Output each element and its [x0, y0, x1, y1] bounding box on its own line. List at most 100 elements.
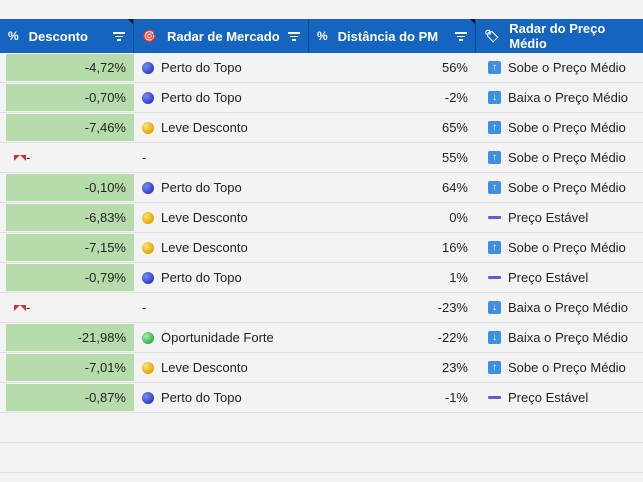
distancia-value: 16%	[441, 240, 468, 255]
desconto-value: -21,98%	[77, 330, 126, 345]
cell-radar-preco[interactable]: ↓ Baixa o Preço Médio	[476, 323, 643, 352]
cell-desconto[interactable]: -6,83%	[0, 203, 134, 232]
cell-distancia-pm[interactable]: 64%	[309, 173, 476, 202]
cell-radar-preco[interactable]: Preço Estável	[476, 383, 643, 412]
cell-radar-mercado[interactable]: Leve Desconto	[134, 353, 309, 382]
header-distancia-pm[interactable]: % Distância do PM	[309, 19, 476, 53]
filter-icon[interactable]	[113, 31, 125, 41]
distancia-value: 64%	[441, 180, 468, 195]
discount-highlight	[6, 84, 134, 111]
desconto-value: -0,10%	[84, 180, 126, 195]
cell-radar-preco[interactable]: ↑ Sobe o Preço Médio	[476, 113, 643, 142]
cell-desconto[interactable]: -7,15%	[0, 233, 134, 262]
header-row: % Desconto 🎯 Radar de Mercado % Distânci…	[0, 19, 643, 53]
table-row[interactable]: -0,70% Perto do Topo -2% ↓ Baixa o Preço Méd…	[0, 83, 643, 113]
table-row[interactable]: - - -23% ↓ Baixa o Preço Médio	[0, 293, 643, 323]
table-row[interactable]: -21,98% Oportunidade Forte -22% ↓ Baixa o Pr…	[0, 323, 643, 353]
cell-distancia-pm[interactable]: -22%	[309, 323, 476, 352]
cell-radar-mercado[interactable]: Perto do Topo	[134, 173, 309, 202]
table-row[interactable]: -7,46% Leve Desconto 65% ↑ Sobe o Preço Médi…	[0, 113, 643, 143]
cell-radar-mercado[interactable]: Leve Desconto	[134, 203, 309, 232]
yellow-circle-icon	[142, 361, 154, 374]
distancia-value: -22%	[437, 330, 468, 345]
cell-desconto[interactable]: -	[0, 143, 134, 172]
cell-desconto[interactable]: -7,46%	[0, 113, 134, 142]
discount-highlight	[6, 234, 134, 261]
table-row[interactable]: -0,10% Perto do Topo 64% ↑ Sobe o Preço Médi…	[0, 173, 643, 203]
error-marker	[20, 304, 26, 311]
desconto-value: -4,72%	[84, 60, 126, 75]
table-row[interactable]: - - 55% ↑ Sobe o Preço Médio	[0, 143, 643, 173]
cell-radar-mercado[interactable]: Leve Desconto	[134, 233, 309, 262]
cell-desconto[interactable]: -0,79%	[0, 263, 134, 292]
radar-value: Oportunidade Forte	[161, 330, 274, 345]
cell-distancia-pm[interactable]: 16%	[309, 233, 476, 262]
table-row[interactable]: -6,83% Leve Desconto 0% Preço Estável	[0, 203, 643, 233]
cell-distancia-pm[interactable]: 1%	[309, 263, 476, 292]
cell-distancia-pm[interactable]: 65%	[309, 113, 476, 142]
table-row[interactable]: -0,79% Perto do Topo 1% Preço Estável	[0, 263, 643, 293]
arrow-down-icon: ↓	[488, 331, 501, 344]
table-row[interactable]: -4,72% Perto do Topo 56% ↑ Sobe o Preço Médi…	[0, 53, 643, 83]
cell-distancia-pm[interactable]: -2%	[309, 83, 476, 112]
header-radar-preco[interactable]: 🏷 Radar do Preço Médio	[476, 19, 643, 53]
cell-radar-mercado[interactable]: Leve Desconto	[134, 113, 309, 142]
cell-radar-mercado[interactable]: Perto do Topo	[134, 83, 309, 112]
dash-icon	[488, 216, 501, 219]
cell-radar-preco[interactable]: ↑ Sobe o Preço Médio	[476, 233, 643, 262]
filter-icon[interactable]	[455, 31, 467, 41]
desconto-value: -	[26, 150, 31, 165]
table-row[interactable]: -7,01% Leve Desconto 23% ↑ Sobe o Preço Médi…	[0, 353, 643, 383]
preco-value: Baixa o Preço Médio	[508, 300, 628, 315]
cell-desconto[interactable]: -21,98%	[0, 323, 134, 352]
cell-radar-preco[interactable]: ↑ Sobe o Preço Médio	[476, 173, 643, 202]
empty-row[interactable]	[0, 443, 643, 473]
arrow-up-icon: ↑	[488, 151, 501, 164]
cell-radar-preco[interactable]: ↓ Baixa o Preço Médio	[476, 293, 643, 322]
discount-highlight	[6, 204, 134, 231]
cell-radar-mercado[interactable]: Oportunidade Forte	[134, 323, 309, 352]
cell-radar-mercado[interactable]: -	[134, 293, 309, 322]
cell-radar-preco[interactable]: ↑ Sobe o Preço Médio	[476, 353, 643, 382]
cell-desconto[interactable]: -4,72%	[0, 53, 134, 82]
cell-radar-preco[interactable]: Preço Estável	[476, 263, 643, 292]
cell-distancia-pm[interactable]: 56%	[309, 53, 476, 82]
discount-highlight	[6, 54, 134, 81]
cell-distancia-pm[interactable]: 23%	[309, 353, 476, 382]
cell-radar-mercado[interactable]: Perto do Topo	[134, 53, 309, 82]
radar-value: Leve Desconto	[161, 120, 248, 135]
preco-value: Preço Estável	[508, 210, 589, 225]
cell-distancia-pm[interactable]: -1%	[309, 383, 476, 412]
empty-row[interactable]	[0, 413, 643, 443]
cell-radar-mercado[interactable]: Perto do Topo	[134, 263, 309, 292]
cell-desconto[interactable]: -	[0, 293, 134, 322]
table-row[interactable]: -7,15% Leve Desconto 16% ↑ Sobe o Preço Médi…	[0, 233, 643, 263]
cell-distancia-pm[interactable]: -23%	[309, 293, 476, 322]
cell-distancia-pm[interactable]: 55%	[309, 143, 476, 172]
arrow-up-icon: ↑	[488, 361, 501, 374]
cell-radar-preco[interactable]: ↑ Sobe o Preço Médio	[476, 53, 643, 82]
cell-radar-preco[interactable]: ↓ Baixa o Preço Médio	[476, 83, 643, 112]
preco-value: Preço Estável	[508, 270, 589, 285]
cell-radar-preco[interactable]: Preço Estável	[476, 203, 643, 232]
cell-distancia-pm[interactable]: 0%	[309, 203, 476, 232]
cell-desconto[interactable]: -0,70%	[0, 83, 134, 112]
table-row[interactable]: -0,87% Perto do Topo -1% Preço Estável	[0, 383, 643, 413]
desconto-value: -7,46%	[84, 120, 126, 135]
distancia-value: 56%	[441, 60, 468, 75]
radar-value: -	[142, 150, 147, 165]
radar-value: Leve Desconto	[161, 360, 248, 375]
cell-desconto[interactable]: -0,87%	[0, 383, 134, 412]
header-desconto[interactable]: % Desconto	[0, 19, 134, 53]
preco-value: Sobe o Preço Médio	[508, 240, 626, 255]
cell-radar-mercado[interactable]: Perto do Topo	[134, 383, 309, 412]
cell-radar-mercado[interactable]: -	[134, 143, 309, 172]
filter-icon[interactable]	[288, 31, 300, 41]
discount-highlight	[6, 114, 134, 141]
cell-desconto[interactable]: -0,10%	[0, 173, 134, 202]
dash-icon	[488, 396, 501, 399]
cell-desconto[interactable]: -7,01%	[0, 353, 134, 382]
header-radar-mercado[interactable]: 🎯 Radar de Mercado	[134, 19, 309, 53]
cell-radar-preco[interactable]: ↑ Sobe o Preço Médio	[476, 143, 643, 172]
